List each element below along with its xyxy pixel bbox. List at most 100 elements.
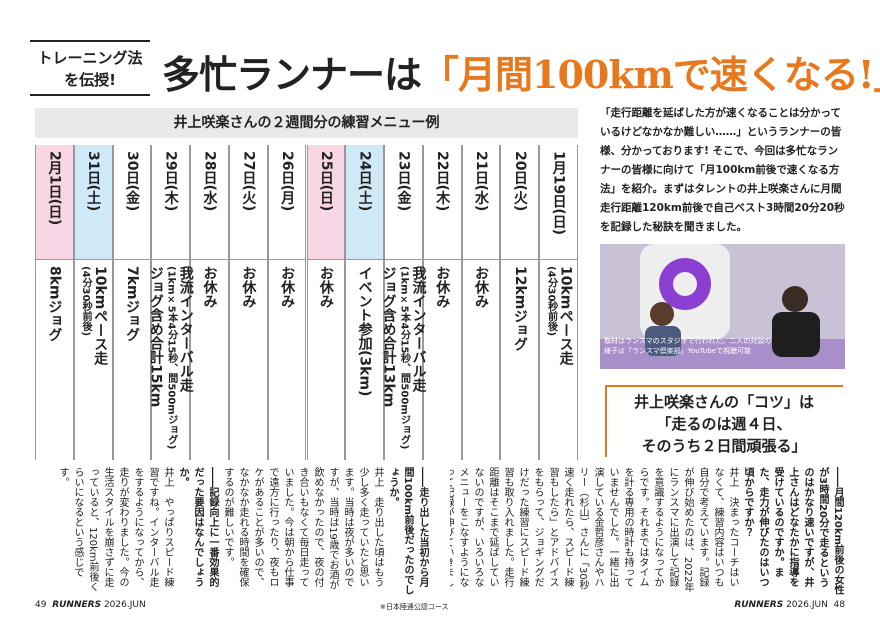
photo: 取材はランスマのスタジオで行われた。二人の対談の様子は「ランスマ倶楽部」YouT…	[600, 244, 845, 369]
paragraph: 井上 やっぱりスピード練習ですね。インターバル走をするようになってから、走りが変…	[57, 467, 173, 592]
menu-note: (1km×5本4分15秒、間500mジョグ)	[398, 266, 410, 450]
menu-main: 12kmジョグ	[511, 266, 528, 352]
menu-main: お休み	[240, 266, 257, 308]
menu-main: 8kmジョグ	[46, 266, 63, 342]
menu-cell: お休み	[269, 260, 306, 460]
date-cell: 2月1日(日)	[36, 145, 73, 260]
tag-line: を伝授!	[64, 71, 116, 89]
menu-text: 10kmペース走 (4分30秒前後)	[544, 266, 574, 460]
menu-text: お休み	[473, 266, 489, 460]
menu-text: お休み	[279, 266, 295, 460]
magazine: RUNNERS	[734, 600, 784, 610]
menu-text: お休み	[202, 266, 218, 460]
tag-line: トレーニング法	[37, 49, 143, 67]
table-column: 31日(土) 10kmペース走 (4分30秒前後)	[73, 145, 113, 460]
menu-cell: 10kmペース走 (4分30秒前後)	[540, 260, 577, 460]
menu-text: お休み	[434, 266, 450, 460]
menu-main: 我流インターバル走	[410, 266, 427, 392]
menu-main: 7kmジョグ	[123, 266, 140, 342]
menu-cell: お休み	[191, 260, 228, 460]
page-number: 48	[833, 600, 845, 610]
title-main: 多忙ランナーは	[162, 53, 422, 97]
date-cell: 26日(月)	[268, 145, 306, 260]
footnote: ※日本陸連公認コース	[380, 603, 449, 611]
table-column: 24日(土) イベント参加(3km)	[345, 145, 385, 460]
date: 2月1日(日)	[46, 151, 63, 226]
menu-cell: お休み	[308, 260, 345, 460]
table-column: 22日(木) お休み	[422, 145, 462, 460]
date: 21日(水)	[473, 151, 490, 212]
date-cell: 21日(水)	[462, 145, 500, 260]
paragraph: 井上 決まったコーチはいなくて、練習内容はいつも自分で考えています。記録が伸び始…	[450, 467, 738, 593]
menu-cell: 我流インターバル走 (1km×5本4分15秒、間500mジョグ) ジョグ含め合計15…	[148, 260, 194, 460]
menu-text: 12kmジョグ	[512, 266, 528, 460]
menu-text: お休み	[240, 266, 256, 460]
tips-line: そのうち２日間頑張る」	[641, 437, 807, 455]
menu-cell: お休み	[424, 260, 461, 460]
menu-extra: ジョグ含め合計15km	[147, 266, 164, 408]
date-cell: 25日(日)	[307, 145, 345, 260]
footer-right: RUNNERS 2026.JUN 48	[734, 600, 845, 610]
menu-cell: 8kmジョグ	[36, 260, 73, 460]
table-column: 2月1日(日) 8kmジョグ	[35, 145, 74, 460]
table-column: 25日(日) お休み	[306, 145, 346, 460]
title: 多忙ランナーは「月間100kmで速くなる!」	[162, 44, 880, 99]
table-column: 23日(金) 我流インターバル走 (1km×5本4分15秒、間500mジョグ) ジョグ…	[380, 145, 426, 460]
table-column: 21日(水) お休み	[461, 145, 501, 460]
date: 22日(木)	[434, 151, 451, 212]
photo-art	[600, 244, 845, 369]
menu-cell: 7kmジョグ	[114, 260, 151, 460]
menu-note: (1km×5本4分15秒、間500mジョグ)	[165, 266, 177, 450]
date: 30日(金)	[123, 151, 140, 212]
body-text: ――走り出した当初から月間100km前後だったのでしょうか。 井上 走り出した頃は…	[35, 467, 430, 595]
menu-main: イベント参加(3km)	[356, 266, 373, 397]
date: 26日(月)	[279, 151, 296, 212]
paragraph: ――記録向上に一番効果的だった要因はなんでしょうか。	[177, 467, 218, 587]
table-column: 28日(水) お休み	[190, 145, 229, 460]
menu-cell: お休み	[230, 260, 267, 460]
date: 24日(土)	[356, 151, 373, 212]
paragraph: ――走り出した当初から月間100km前後だったのでしょうか。	[387, 467, 428, 595]
date: 28日(水)	[201, 151, 218, 212]
date: 25日(日)	[317, 151, 334, 212]
table-column: 30日(金) 7kmジョグ	[112, 145, 152, 460]
menu-text: 10kmペース走 (4分30秒前後)	[78, 266, 108, 460]
table-column: 1月19日(日) 10kmペース走 (4分30秒前後)	[539, 145, 578, 460]
date: 31日(土)	[85, 151, 102, 212]
menu-main: 我流インターバル走	[177, 266, 194, 392]
date: 27日(火)	[240, 151, 257, 212]
menu-cell: イベント参加(3km)	[346, 260, 383, 460]
issue: 2026.JUN	[786, 600, 828, 610]
menu-note: (4分30秒前後)	[80, 266, 92, 337]
date-cell: 27日(火)	[229, 145, 267, 260]
issue: 2026.JUN	[103, 600, 146, 610]
menu-main: お休み	[317, 266, 334, 308]
tips-heading: 井上咲楽さんの「コツ」は	[633, 393, 814, 411]
date-cell: 24日(土)	[346, 145, 384, 260]
menu-main: お休み	[279, 266, 296, 308]
intro: 「走行距離を延ばした方が速くなることは分かっているけどなかなか難しい……」という…	[600, 107, 845, 233]
body-text: ――月間120km前後の女性が3時間20分で走るというのはかなり速いですが、井上…	[450, 467, 845, 595]
menu-cell: 我流インターバル走 (1km×5本4分15秒、間500mジョグ) ジョグ含め合計13…	[380, 260, 426, 460]
table-column: 26日(月) お休み	[267, 145, 307, 460]
menu-cell: お休み	[463, 260, 500, 460]
tips-box: 井上咲楽さんの「コツ」は 「走るのは週４日、 そのうち２日間頑張る」	[605, 385, 843, 457]
table-column: 29日(木) 我流インターバル走 (1km×5本4分15秒、間500mジョグ) ジョグ…	[148, 145, 194, 460]
magazine: RUNNERS	[52, 600, 102, 610]
date: 20日(火)	[511, 151, 528, 212]
menu-text: 7kmジョグ	[124, 266, 140, 460]
date: 1月19日(日)	[550, 151, 567, 236]
footer-left: 49 RUNNERS 2026.JUN	[35, 600, 146, 610]
menu-cell: 12kmジョグ	[501, 260, 538, 460]
date-cell: 28日(水)	[191, 145, 228, 260]
page-number: 49	[35, 600, 47, 610]
date-cell: 31日(土)	[74, 145, 112, 260]
menu-text: 我流インターバル走 (1km×5本4分15秒、間500mジョグ) ジョグ含め合計13…	[380, 266, 426, 460]
date-cell: 22日(木)	[423, 145, 461, 260]
menu-extra: ジョグ含め合計13km	[380, 266, 397, 408]
menu-text: イベント参加(3km)	[357, 266, 373, 460]
menu-text: お休み	[318, 266, 334, 460]
menu-main: お休み	[201, 266, 218, 308]
tips-line: 「走るのは週４日、	[656, 415, 792, 433]
